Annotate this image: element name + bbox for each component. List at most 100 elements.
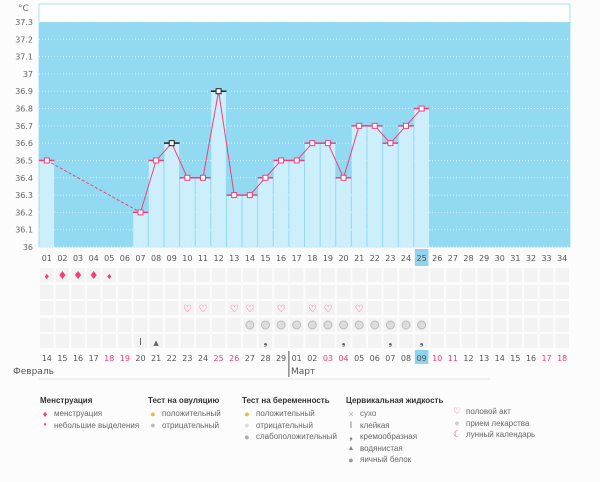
day-cell (477, 268, 491, 282)
day-cell (118, 334, 132, 348)
day-cell (430, 285, 445, 299)
watery-icon: ▲ (347, 444, 355, 452)
legend-title: Цервикальная жидкость (346, 396, 444, 405)
legend-item: лунный календарь (466, 430, 536, 440)
temp-bar (305, 143, 320, 247)
date-label: 19 (120, 354, 130, 363)
pill-icon (370, 320, 380, 330)
heart-icon: ♡ (277, 304, 286, 315)
day-cell (164, 285, 179, 299)
day-cell (399, 268, 413, 282)
temp-bar (133, 212, 148, 247)
pill-icon (385, 320, 395, 330)
menstruation-icon: ♦ (106, 273, 112, 281)
day-cell (211, 301, 226, 315)
temp-bar (180, 177, 195, 247)
date-label: 18 (557, 354, 567, 363)
cycle-day-label: 11 (198, 254, 208, 263)
day-cell (336, 285, 351, 299)
temp-point (293, 157, 300, 164)
menstruation-icon: ♦ (57, 269, 67, 282)
heart-icon: ♡ (199, 304, 208, 315)
day-cell (196, 334, 210, 348)
temp-bar (351, 125, 367, 247)
day-cell (289, 301, 304, 315)
temp-line (327, 142, 344, 178)
bbt-chart: °C 36 36.1 36.2 36.3 36.4 36.5 36.6 36.7 36.8 36.9… (15, 3, 571, 380)
cycle-day-label: 17 (292, 254, 302, 263)
day-cell (55, 334, 70, 348)
cycle-day-label: 32 (526, 254, 536, 263)
day-cell (461, 285, 476, 299)
day-cell (508, 334, 523, 348)
day-cell (164, 318, 179, 332)
day-cell (164, 268, 179, 282)
day-cell (274, 285, 288, 299)
current-date-highlight (414, 350, 429, 364)
legend-title: Менструация (40, 396, 93, 405)
day-cell (118, 268, 132, 282)
day-cell (196, 268, 210, 282)
y-tick-label: 36.1 (15, 226, 33, 235)
day-cell (414, 285, 429, 299)
temp-point (262, 174, 269, 181)
spotting-icon: ♦ (43, 422, 47, 429)
pregnancy-weak-icon: ● (244, 431, 250, 442)
cycle-day-label: 03 (73, 254, 83, 263)
legend-item: небольшие выделения (54, 420, 140, 430)
day-cell (414, 334, 429, 348)
day-cell (149, 268, 163, 282)
day-cell (446, 285, 460, 299)
cycle-day-label: 18 (307, 254, 317, 263)
day-cell (539, 285, 554, 299)
day-cell (40, 301, 54, 315)
temp-bar (289, 160, 304, 247)
creamy-icon: ❟ (342, 337, 346, 348)
day-cell (352, 285, 366, 299)
day-cell (477, 301, 491, 315)
day-cell (383, 268, 398, 282)
day-cell (367, 301, 382, 315)
day-cell (430, 268, 445, 282)
month-label-mar: Март (291, 367, 316, 377)
temp-line (140, 160, 157, 213)
legend-item: слабоположительный (256, 432, 337, 442)
y-tick-label: 36.7 (15, 122, 33, 131)
y-tick-label: 36.3 (15, 191, 33, 200)
cycle-day-label: 07 (135, 254, 145, 263)
day-cell (352, 268, 366, 282)
date-label: 01 (292, 354, 302, 363)
day-cell (477, 334, 491, 348)
day-cell (55, 285, 70, 299)
date-label: 14 (42, 354, 52, 363)
y-tick-label: 36 (23, 243, 33, 252)
pill-icon (245, 320, 255, 330)
pill-icon (417, 320, 427, 330)
day-cell (367, 285, 382, 299)
day-cell (305, 334, 320, 348)
day-cell (274, 334, 288, 348)
day-cell (414, 268, 429, 282)
temp-bar (258, 177, 273, 247)
date-label: 17 (89, 354, 99, 363)
day-cell (367, 268, 382, 282)
date-label: 24 (198, 354, 208, 363)
y-tick-label: 37.2 (15, 35, 33, 44)
legend-item: менструация (54, 409, 103, 419)
day-cell (164, 301, 179, 315)
legend-menstruation: Менструация ♦ менструация ♦ небольшие выде… (40, 396, 139, 431)
date-label: 03 (323, 354, 333, 363)
cycle-day-label: 27 (448, 254, 458, 263)
day-cell (86, 268, 101, 282)
temp-point (43, 157, 50, 164)
cycle-day-label: 30 (495, 254, 505, 263)
legend-item: половой акт (466, 407, 511, 417)
temp-bar (211, 91, 226, 247)
day-cell (430, 318, 445, 332)
day-cell (430, 301, 445, 315)
y-tick-label: 36.8 (15, 105, 33, 114)
pill-icon (276, 320, 286, 330)
heart-icon: ♡ (355, 304, 364, 315)
legend-item: отрицательный (162, 420, 219, 430)
y-tick-label: 36.6 (15, 139, 33, 148)
